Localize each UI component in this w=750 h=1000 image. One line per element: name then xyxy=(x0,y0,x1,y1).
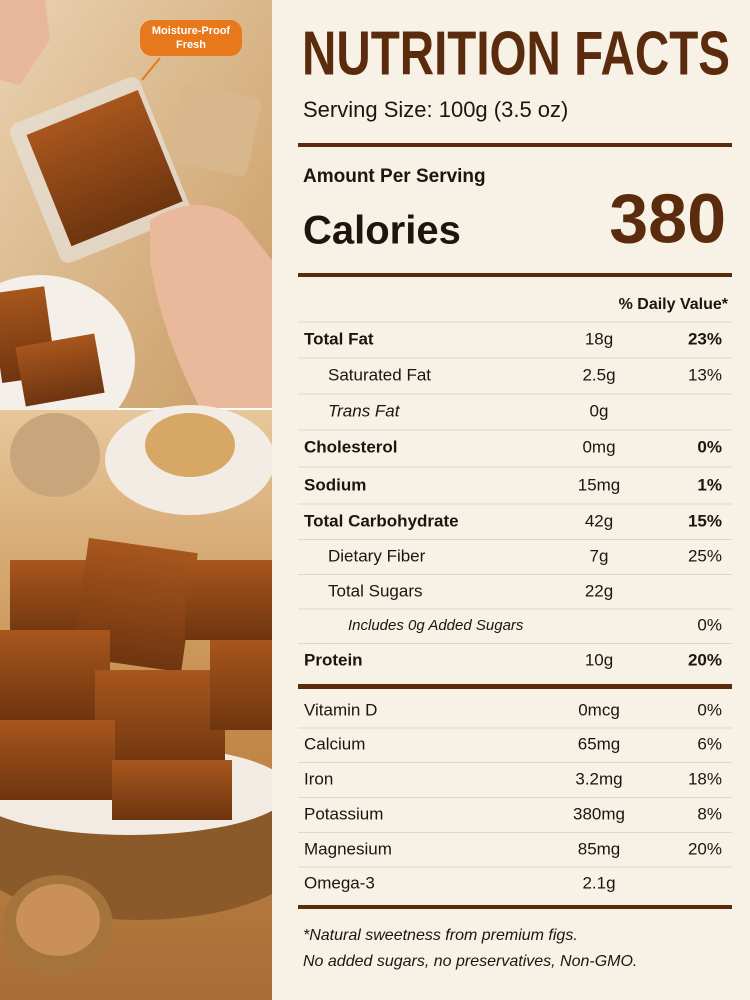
nutrient-dv: 8% xyxy=(697,804,722,823)
nutrient-amount: 7g xyxy=(590,546,609,565)
nutrient-dv: 13% xyxy=(688,365,722,384)
nutrition-panel xyxy=(272,0,750,1000)
nutrient-dv: 0% xyxy=(697,700,722,719)
nutrient-name: Cholesterol xyxy=(304,437,398,456)
badge-text: Moisture-Proof xyxy=(152,25,231,37)
nutrient-name: Vitamin D xyxy=(304,700,377,719)
nutrient-dv: 6% xyxy=(697,734,722,753)
nutrient-dv: 0% xyxy=(697,615,722,634)
product-photo-top xyxy=(0,0,272,445)
nutrient-amount: 2.5g xyxy=(582,365,615,384)
nutrient-dv: 20% xyxy=(688,839,722,858)
nutrient-dv: 20% xyxy=(688,650,722,669)
nutrient-name: Includes 0g Added Sugars xyxy=(348,617,524,634)
calories-label: Calories xyxy=(303,209,461,253)
calories-value: 380 xyxy=(609,179,726,257)
nutrient-amount: 22g xyxy=(585,581,613,600)
nutrient-name: Iron xyxy=(304,769,333,788)
nutrient-name: Total Fat xyxy=(304,329,374,348)
nutrient-amount: 0mg xyxy=(582,437,615,456)
footnote: *Natural sweetness from premium figs. xyxy=(303,927,578,944)
title: NUTRITION FACTS xyxy=(302,19,730,88)
nutrient-amount: 2.1g xyxy=(582,873,615,892)
badge-text: Fresh xyxy=(176,39,206,51)
nutrient-amount: 380mg xyxy=(573,804,625,823)
nutrient-amount: 15mg xyxy=(578,475,621,494)
nutrient-amount: 3.2mg xyxy=(575,769,622,788)
nutrient-name: Protein xyxy=(304,650,363,669)
nutrient-dv: 15% xyxy=(688,511,722,530)
divider xyxy=(298,273,732,277)
badge: Moisture-Proof Fresh xyxy=(140,20,242,81)
nutrient-name: Saturated Fat xyxy=(328,365,431,384)
nutrient-name: Total Sugars xyxy=(328,581,423,600)
nutrient-name: Magnesium xyxy=(304,839,392,858)
nutrient-name: Omega-3 xyxy=(304,873,375,892)
nutrient-name: Sodium xyxy=(304,475,366,494)
amount-per-serving: Amount Per Serving xyxy=(303,166,486,187)
nutrient-dv: 0% xyxy=(697,437,722,456)
nutrient-amount: 0g xyxy=(590,401,609,420)
nutrient-dv: 23% xyxy=(688,329,722,348)
nutrient-amount: 85mg xyxy=(578,839,621,858)
nutrient-amount: 18g xyxy=(585,329,613,348)
divider xyxy=(298,143,732,147)
nutrient-dv: 1% xyxy=(697,475,722,494)
product-photo-bottom xyxy=(0,405,310,1000)
nutrient-amount: 65mg xyxy=(578,734,621,753)
divider xyxy=(298,905,732,909)
nutrient-dv: 18% xyxy=(688,769,722,788)
nutrient-amount: 10g xyxy=(585,650,613,669)
daily-value-header: % Daily Value* xyxy=(619,296,729,313)
nutrient-dv: 25% xyxy=(688,546,722,565)
footnote: No added sugars, no preservatives, Non-G… xyxy=(303,953,637,970)
divider xyxy=(298,684,732,689)
nutrient-name: Calcium xyxy=(304,734,365,753)
nutrient-name: Total Carbohydrate xyxy=(304,511,459,530)
nutrient-name: Potassium xyxy=(304,804,383,823)
nutrient-name: Trans Fat xyxy=(328,401,401,420)
nutrient-name: Dietary Fiber xyxy=(328,546,426,565)
nutrient-amount: 0mcg xyxy=(578,700,620,719)
nutrient-amount: 42g xyxy=(585,511,613,530)
serving-size: Serving Size: 100g (3.5 oz) xyxy=(303,97,568,122)
